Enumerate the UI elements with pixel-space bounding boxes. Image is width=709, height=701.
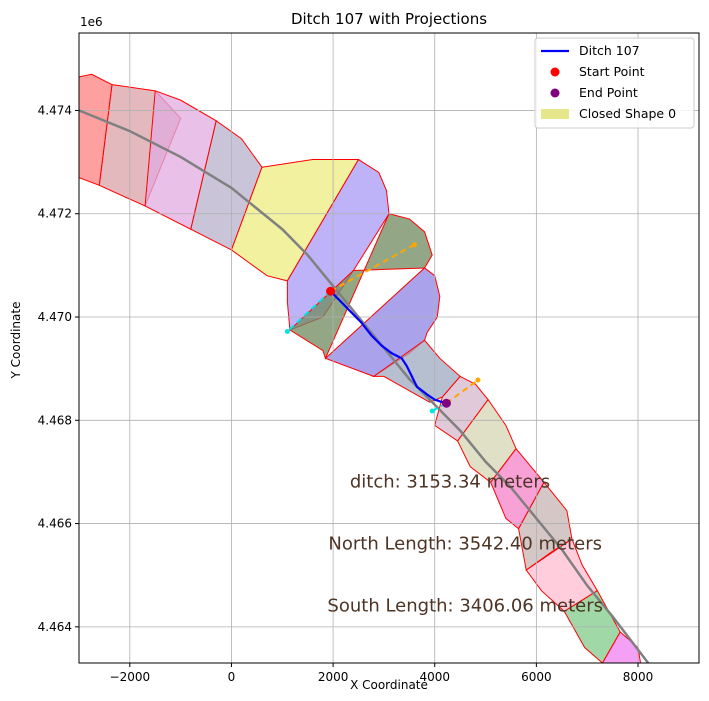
chart-title: Ditch 107 with Projections: [291, 10, 487, 28]
x-tick-label-0: −2000: [110, 670, 151, 684]
y-offset-label: 1e6: [80, 15, 103, 29]
ditch-line: [329, 290, 447, 405]
centerline: [79, 109, 650, 663]
x-tick-label-3: 4000: [419, 670, 450, 684]
legend: Ditch 107 Start Point End Point Closed Shap…: [534, 37, 695, 129]
y-tick-label-5: 4.474: [38, 103, 72, 117]
projection-end-2: [475, 377, 481, 383]
y-tick-label-4: 4.472: [38, 207, 72, 221]
legend-label-2: End Point: [579, 85, 638, 100]
closed-shape-12: [518, 481, 573, 571]
legend-swatch-2: [550, 88, 560, 98]
x-axis-label: X Coordinate: [350, 678, 428, 692]
y-tick-label-0: 4.464: [38, 620, 72, 634]
annotation-1: North Length: 3542.40 meters: [328, 533, 602, 554]
plot-area: [79, 33, 699, 663]
y-tick-label-2: 4.468: [38, 413, 72, 427]
start-point-marker: [326, 286, 336, 296]
end-point-marker: [441, 398, 451, 408]
annotation-0: ditch: 3153.34 meters: [350, 471, 550, 492]
projection-end-0: [411, 242, 417, 248]
x-tick-label-4: 6000: [521, 670, 552, 684]
projection-line-2: [445, 379, 479, 405]
legend-label-1: Start Point: [579, 64, 645, 79]
legend-label-0: Ditch 107: [579, 43, 640, 58]
closed-shape-6: [289, 213, 433, 360]
projection-end-3: [429, 408, 435, 414]
annotation-2: South Length: 3406.06 meters: [327, 595, 603, 616]
legend-swatch-3: [541, 109, 569, 119]
y-tick-label-1: 4.466: [38, 517, 72, 531]
y-tick-label-3: 4.470: [38, 310, 72, 324]
y-axis-label: Y Coordinate: [9, 302, 23, 380]
x-tick-label-2: 2000: [318, 670, 349, 684]
axes-frame: [78, 32, 700, 664]
legend-swatch-1: [550, 67, 560, 77]
legend-label-3: Closed Shape 0: [579, 106, 676, 121]
projection-line-0: [330, 243, 415, 293]
x-tick-label-5: 8000: [623, 670, 654, 684]
projection-end-1: [284, 328, 290, 334]
x-tick-label-1: 0: [228, 670, 236, 684]
legend-box: [534, 37, 695, 129]
